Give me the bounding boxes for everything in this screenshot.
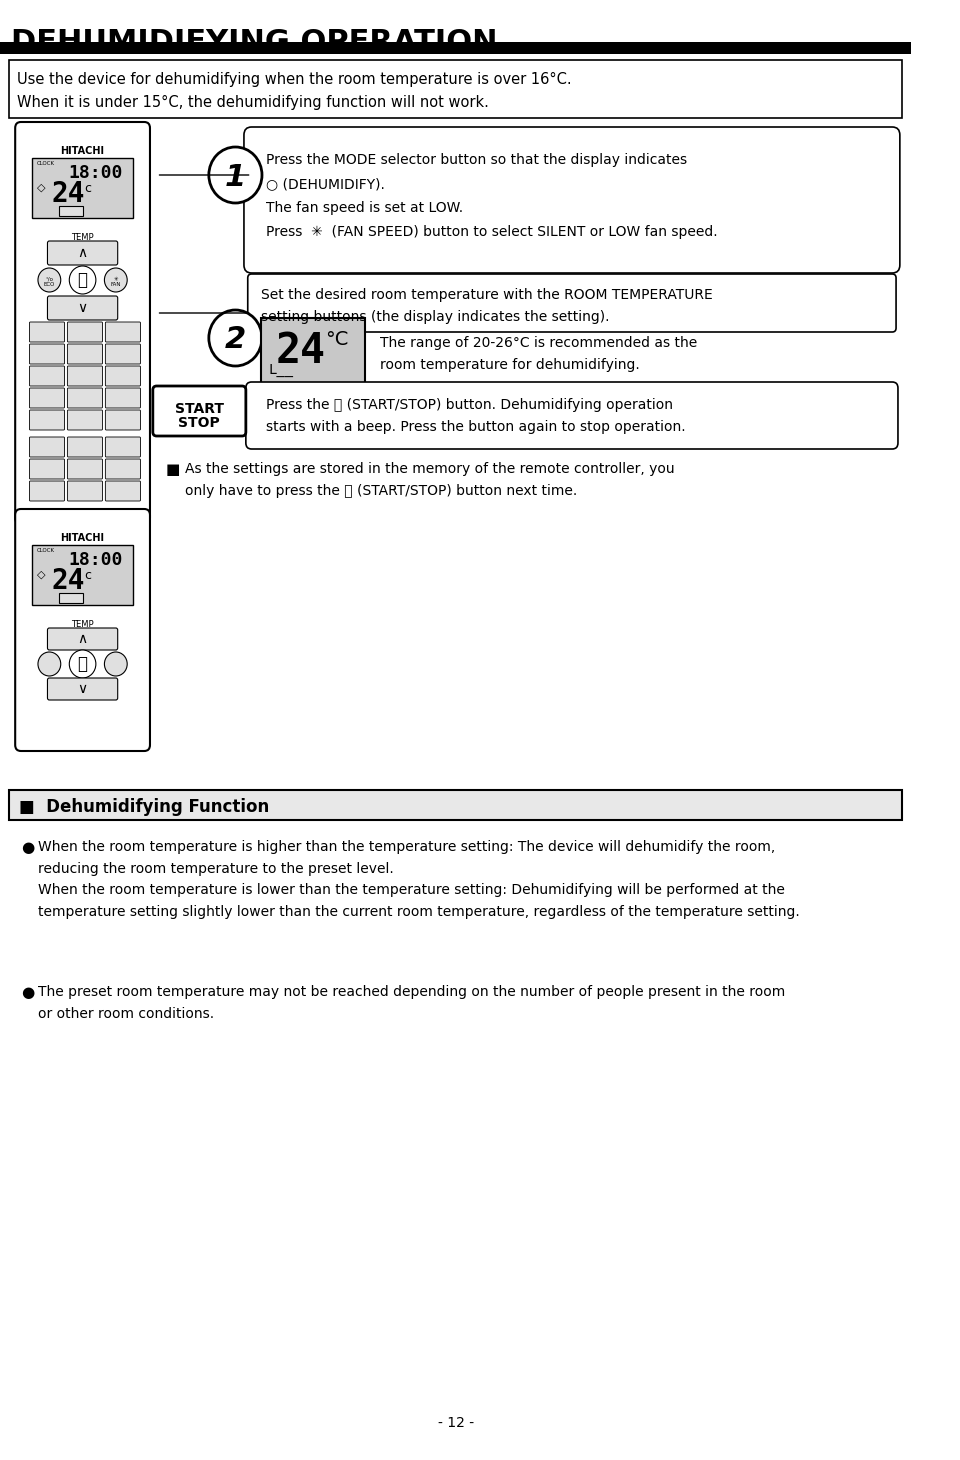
Circle shape xyxy=(209,310,262,366)
FancyBboxPatch shape xyxy=(30,345,64,364)
FancyBboxPatch shape xyxy=(106,345,140,364)
FancyBboxPatch shape xyxy=(153,385,246,437)
FancyBboxPatch shape xyxy=(244,127,900,273)
Circle shape xyxy=(69,650,96,677)
Circle shape xyxy=(105,653,127,676)
FancyBboxPatch shape xyxy=(47,241,118,266)
Text: TEMP: TEMP xyxy=(71,620,94,629)
FancyBboxPatch shape xyxy=(30,437,64,457)
Text: Set the desired room temperature with the ROOM TEMPERATURE
setting buttons (the : Set the desired room temperature with th… xyxy=(261,288,712,324)
FancyBboxPatch shape xyxy=(30,366,64,385)
Text: ✳
FAN: ✳ FAN xyxy=(110,276,121,288)
FancyBboxPatch shape xyxy=(15,123,150,524)
Text: 24: 24 xyxy=(51,566,84,596)
FancyBboxPatch shape xyxy=(33,158,132,218)
FancyBboxPatch shape xyxy=(67,410,103,431)
Text: c: c xyxy=(84,569,91,583)
Text: °/o
ECO: °/o ECO xyxy=(43,276,55,288)
FancyBboxPatch shape xyxy=(248,274,896,331)
Text: c: c xyxy=(84,182,91,196)
Text: 18:00: 18:00 xyxy=(68,164,123,182)
Text: ∧: ∧ xyxy=(78,245,87,260)
FancyBboxPatch shape xyxy=(30,388,64,407)
Circle shape xyxy=(209,147,262,203)
Text: The fan speed is set at LOW.: The fan speed is set at LOW. xyxy=(266,201,463,215)
FancyBboxPatch shape xyxy=(106,366,140,385)
Text: As the settings are stored in the memory of the remote controller, you
only have: As the settings are stored in the memory… xyxy=(185,461,675,498)
Text: CLOCK: CLOCK xyxy=(37,548,55,553)
FancyBboxPatch shape xyxy=(261,318,366,388)
Text: ○ (DEHUMIDIFY).: ○ (DEHUMIDIFY). xyxy=(266,177,385,191)
FancyBboxPatch shape xyxy=(106,388,140,407)
Text: ◇: ◇ xyxy=(37,569,45,580)
Circle shape xyxy=(38,269,60,292)
Text: The range of 20-26°C is recommended as the
room temperature for dehumidifying.: The range of 20-26°C is recommended as t… xyxy=(380,336,697,372)
Text: DEHUMIDIFYING OPERATION: DEHUMIDIFYING OPERATION xyxy=(12,28,498,57)
FancyBboxPatch shape xyxy=(59,593,83,603)
Text: ■: ■ xyxy=(166,461,180,477)
Text: - 12 -: - 12 - xyxy=(438,1416,473,1429)
Text: Use the device for dehumidifying when the room temperature is over 16°C.
When it: Use the device for dehumidifying when th… xyxy=(17,72,572,111)
Text: °C: °C xyxy=(325,330,348,349)
FancyBboxPatch shape xyxy=(47,677,118,699)
Text: ∨: ∨ xyxy=(78,301,87,315)
Text: HITACHI: HITACHI xyxy=(60,533,105,543)
FancyBboxPatch shape xyxy=(47,296,118,320)
FancyBboxPatch shape xyxy=(67,366,103,385)
FancyBboxPatch shape xyxy=(33,545,132,604)
Text: The preset room temperature may not be reached depending on the number of people: The preset room temperature may not be r… xyxy=(38,986,785,1021)
Text: STOP: STOP xyxy=(179,416,220,431)
FancyBboxPatch shape xyxy=(30,480,64,501)
FancyBboxPatch shape xyxy=(10,60,901,118)
Text: ∨: ∨ xyxy=(78,682,87,696)
Text: START: START xyxy=(175,402,224,416)
Text: ●: ● xyxy=(21,986,35,1000)
Text: When the room temperature is higher than the temperature setting: The device wil: When the room temperature is higher than… xyxy=(38,839,800,920)
FancyBboxPatch shape xyxy=(106,323,140,342)
Text: 24: 24 xyxy=(51,180,84,207)
Text: ■  Dehumidifying Function: ■ Dehumidifying Function xyxy=(19,799,269,816)
Text: ●: ● xyxy=(21,839,35,856)
Text: 1: 1 xyxy=(225,162,246,191)
Text: ◇: ◇ xyxy=(37,182,45,193)
FancyBboxPatch shape xyxy=(59,206,83,216)
FancyBboxPatch shape xyxy=(67,480,103,501)
FancyBboxPatch shape xyxy=(67,458,103,479)
Text: CLOCK: CLOCK xyxy=(37,161,55,166)
FancyBboxPatch shape xyxy=(106,458,140,479)
Circle shape xyxy=(38,653,60,676)
Circle shape xyxy=(69,266,96,293)
FancyBboxPatch shape xyxy=(15,510,150,750)
Text: Press  ✳  (FAN SPEED) button to select SILENT or LOW fan speed.: Press ✳ (FAN SPEED) button to select SIL… xyxy=(266,225,717,239)
FancyBboxPatch shape xyxy=(10,790,901,821)
Text: HITACHI: HITACHI xyxy=(60,146,105,156)
FancyBboxPatch shape xyxy=(47,628,118,650)
Text: L__: L__ xyxy=(269,364,294,377)
Text: ⏻: ⏻ xyxy=(78,656,87,673)
Text: 24: 24 xyxy=(276,330,325,372)
FancyBboxPatch shape xyxy=(246,383,898,450)
Text: TEMP: TEMP xyxy=(71,234,94,242)
Text: 18:00: 18:00 xyxy=(68,550,123,569)
FancyBboxPatch shape xyxy=(30,323,64,342)
Text: Press the MODE selector button so that the display indicates: Press the MODE selector button so that t… xyxy=(266,153,687,166)
Text: ⏻: ⏻ xyxy=(78,272,87,289)
FancyBboxPatch shape xyxy=(106,480,140,501)
FancyBboxPatch shape xyxy=(106,437,140,457)
FancyBboxPatch shape xyxy=(67,345,103,364)
Text: 2: 2 xyxy=(225,326,246,355)
Text: ∧: ∧ xyxy=(78,632,87,645)
FancyBboxPatch shape xyxy=(67,437,103,457)
FancyBboxPatch shape xyxy=(0,42,911,54)
FancyBboxPatch shape xyxy=(67,388,103,407)
FancyBboxPatch shape xyxy=(106,410,140,431)
Circle shape xyxy=(105,269,127,292)
FancyBboxPatch shape xyxy=(30,410,64,431)
Text: Press the ⓘ (START/STOP) button. Dehumidifying operation
starts with a beep. Pre: Press the ⓘ (START/STOP) button. Dehumid… xyxy=(266,399,685,434)
FancyBboxPatch shape xyxy=(67,323,103,342)
FancyBboxPatch shape xyxy=(30,458,64,479)
